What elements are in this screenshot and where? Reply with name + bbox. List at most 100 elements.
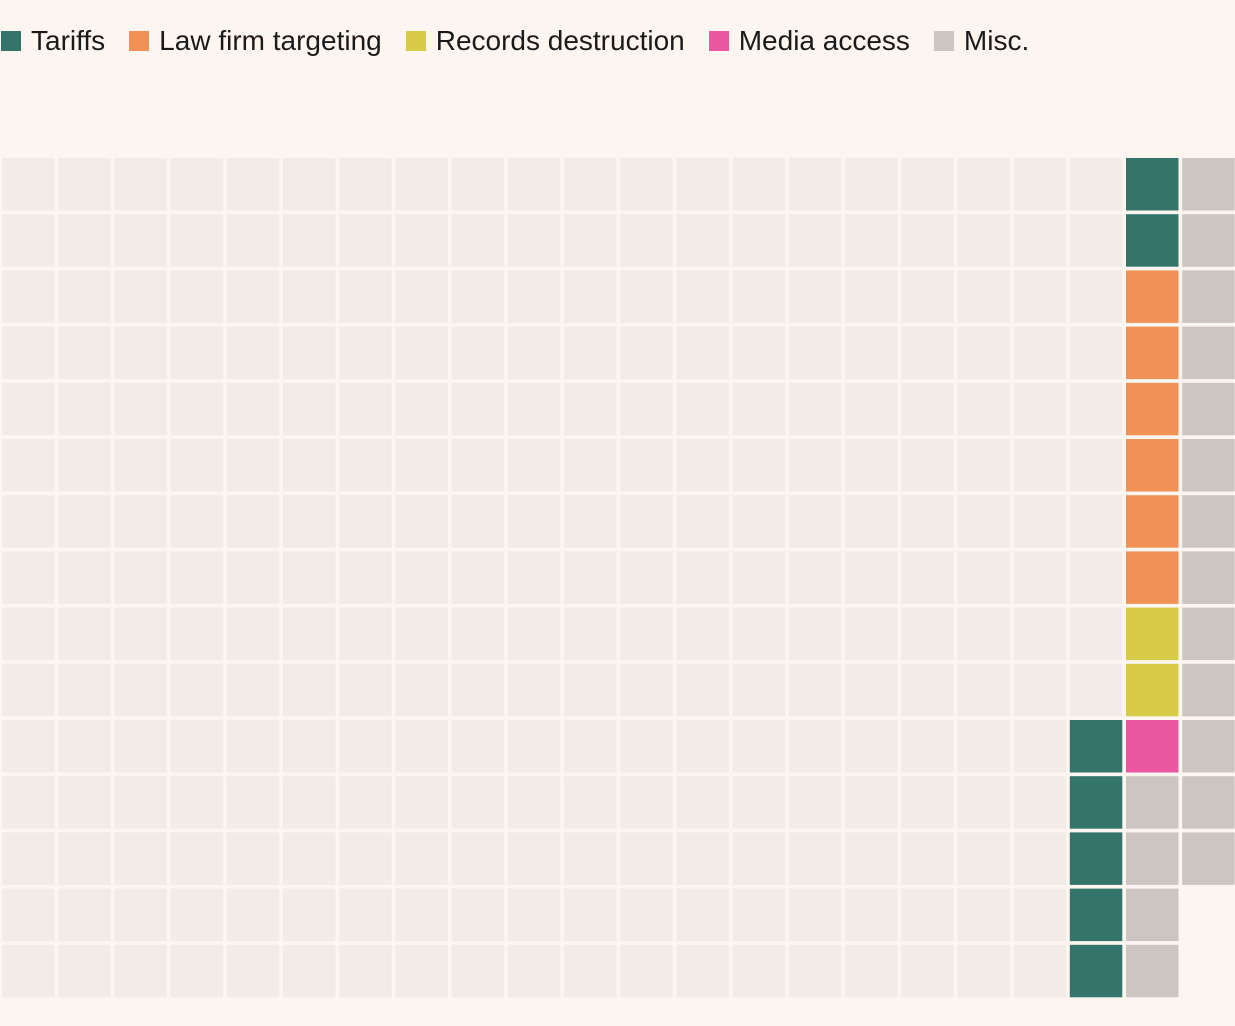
empty-cell: [957, 158, 1010, 211]
empty-cell: [901, 158, 954, 211]
empty-cell: [339, 832, 392, 885]
waffle-cell-misc: [1182, 832, 1235, 885]
empty-cell: [395, 495, 448, 548]
empty-cell: [845, 270, 898, 323]
empty-cell: [676, 495, 729, 548]
waffle-cell-misc: [1182, 439, 1235, 492]
empty-cell: [58, 888, 111, 942]
empty-cell: [283, 832, 336, 885]
empty-cell: [339, 720, 392, 773]
waffle-cell-misc: [1182, 720, 1235, 773]
empty-cell: [732, 326, 786, 380]
empty-cell: [451, 607, 505, 661]
empty-cell: [1013, 158, 1067, 211]
empty-cell: [114, 551, 167, 604]
empty-cell: [1069, 214, 1123, 267]
empty-cell: [283, 607, 336, 661]
empty-cell: [339, 663, 392, 717]
empty-cell: [1069, 326, 1123, 380]
empty-cell: [226, 720, 280, 773]
waffle-cell-misc: [1182, 551, 1235, 604]
empty-cell: [114, 270, 167, 323]
empty-cell: [845, 607, 898, 661]
empty-cell: [845, 832, 898, 885]
empty-cell: [564, 776, 617, 829]
empty-cell: [283, 944, 336, 998]
empty-cell: [676, 382, 729, 436]
empty-cell: [170, 326, 224, 380]
empty-cell: [788, 495, 842, 548]
empty-cell: [564, 944, 617, 998]
empty-cell: [170, 214, 224, 267]
empty-cell: [2, 439, 55, 492]
legend-label: Misc.: [963, 25, 1030, 56]
empty-cell: [2, 720, 55, 773]
empty-cell: [620, 326, 673, 380]
empty-cell: [732, 832, 786, 885]
empty-cell: [451, 551, 505, 604]
empty-cell: [676, 944, 729, 998]
empty-cell: [507, 944, 561, 998]
empty-cell: [339, 326, 392, 380]
empty-cell: [901, 439, 954, 492]
empty-cell: [226, 326, 280, 380]
empty-cell: [957, 551, 1010, 604]
empty-cell: [170, 382, 224, 436]
empty-cell: [732, 663, 786, 717]
empty-cell: [114, 158, 167, 211]
empty-cell: [114, 495, 167, 548]
empty-cell: [788, 439, 842, 492]
empty-cell: [845, 776, 898, 829]
empty-cell: [339, 214, 392, 267]
empty-cell: [507, 214, 561, 267]
empty-cell: [901, 776, 954, 829]
empty-cell: [1069, 270, 1123, 323]
empty-cell: [114, 214, 167, 267]
empty-cell: [901, 663, 954, 717]
legend-item: Tariffs: [1, 24, 105, 58]
empty-cell: [845, 888, 898, 942]
empty-cell: [451, 888, 505, 942]
empty-cell: [283, 326, 336, 380]
empty-cell: [1013, 439, 1067, 492]
empty-cell: [283, 382, 336, 436]
empty-cell: [620, 663, 673, 717]
waffle-cell-misc: [1182, 776, 1235, 829]
legend-item: Misc.: [933, 24, 1030, 58]
empty-cell: [283, 439, 336, 492]
empty-cell: [564, 607, 617, 661]
empty-cell: [226, 382, 280, 436]
empty-cell: [395, 158, 448, 211]
empty-cell: [170, 888, 224, 942]
empty-cell: [732, 888, 786, 942]
empty-cell: [1069, 158, 1123, 211]
empty-cell: [564, 551, 617, 604]
empty-cell: [507, 551, 561, 604]
empty-cell: [395, 326, 448, 380]
empty-cell: [564, 439, 617, 492]
empty-cell: [395, 214, 448, 267]
empty-cell: [507, 326, 561, 380]
empty-cell: [564, 214, 617, 267]
empty-cell: [2, 607, 55, 661]
empty-cell: [901, 495, 954, 548]
empty-cell: [732, 495, 786, 548]
empty-cell: [451, 158, 505, 211]
empty-cell: [451, 832, 505, 885]
empty-cell: [564, 720, 617, 773]
empty-cell: [226, 776, 280, 829]
empty-cell: [1069, 382, 1123, 436]
empty-cell: [114, 439, 167, 492]
empty-cell: [339, 944, 392, 998]
empty-cell: [845, 551, 898, 604]
empty-cell: [170, 270, 224, 323]
waffle-cell-law-firm-targeting: [1126, 495, 1179, 548]
empty-cell: [957, 439, 1010, 492]
empty-cell: [58, 270, 111, 323]
empty-cell: [339, 607, 392, 661]
empty-cell: [451, 382, 505, 436]
empty-cell: [451, 720, 505, 773]
waffle-cell-misc: [1182, 214, 1235, 267]
empty-cell: [564, 888, 617, 942]
empty-cell: [957, 270, 1010, 323]
